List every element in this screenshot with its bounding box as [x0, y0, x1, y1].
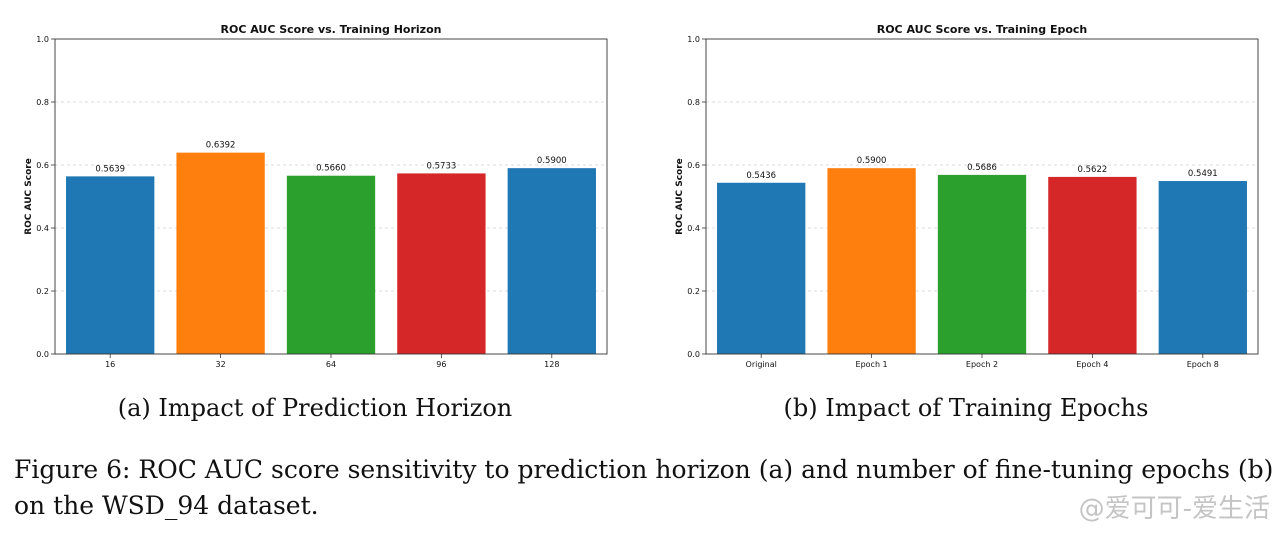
bar-value-label: 0.5733 — [427, 161, 457, 171]
bar — [717, 182, 806, 354]
y-tick-label: 0.8 — [687, 98, 700, 107]
y-axis-label: ROC AUC Score — [675, 158, 685, 235]
axes-frame — [705, 38, 1259, 355]
subcaption: (a) Impact of Prediction Horizon — [118, 394, 513, 422]
bar-value-label: 0.6392 — [206, 141, 236, 151]
x-tick-label: Epoch 2 — [966, 360, 998, 369]
y-tick-label: 0.2 — [687, 287, 700, 296]
bar — [286, 175, 376, 354]
y-axis-label: ROC AUC Score — [24, 158, 34, 235]
y-tick-label: 0.6 — [687, 161, 700, 170]
bar — [827, 168, 916, 354]
chart-1: 0.0 0.2 0.4 0.6 0.8 1.0 0.5639 16 0.6392 32 0.5660… — [24, 23, 608, 422]
bar — [1048, 176, 1137, 354]
y-tick-label: 0.4 — [687, 224, 700, 233]
y-tick-label: 0.4 — [36, 224, 49, 233]
chart-2: 0.0 0.2 0.4 0.6 0.8 1.0 0.5436 Original 0.5900 Ep… — [675, 23, 1259, 422]
x-tick-label: Epoch 4 — [1076, 360, 1108, 369]
x-tick-label: 64 — [326, 360, 336, 369]
subcaption: (b) Impact of Training Epochs — [784, 394, 1149, 422]
bar-value-label: 0.5686 — [967, 163, 997, 173]
bar-value-label: 0.5660 — [316, 164, 346, 174]
watermark: @爱可可-爱生活 — [1078, 494, 1270, 524]
bar-value-label: 0.5900 — [857, 156, 887, 166]
x-tick-label: Epoch 1 — [856, 360, 888, 369]
x-tick-label: 128 — [544, 360, 559, 369]
x-tick-label: 16 — [105, 360, 115, 369]
y-tick-label: 0.6 — [36, 161, 49, 170]
y-tick-label: 0.0 — [36, 350, 49, 359]
y-tick-label: 1.0 — [687, 35, 700, 44]
x-tick-label: Original — [746, 360, 777, 369]
figure-caption: Figure 6: ROC AUC score sensitivity to p… — [14, 455, 1274, 520]
bar — [176, 152, 265, 354]
x-tick-label: 96 — [436, 360, 446, 369]
bar — [507, 168, 596, 354]
y-tick-label: 0.2 — [36, 287, 49, 296]
bar — [397, 173, 486, 354]
y-tick-label: 0.8 — [36, 98, 49, 107]
bar-value-label: 0.5900 — [537, 156, 567, 166]
y-tick-label: 0.0 — [687, 350, 700, 359]
chart-title: ROC AUC Score vs. Training Epoch — [877, 23, 1088, 36]
chart-title: ROC AUC Score vs. Training Horizon — [221, 23, 442, 36]
x-tick-label: 32 — [216, 360, 226, 369]
bar — [937, 174, 1027, 354]
bar — [66, 176, 155, 354]
bar-value-label: 0.5622 — [1078, 165, 1108, 175]
bar-value-label: 0.5639 — [95, 164, 125, 174]
x-tick-label: Epoch 8 — [1187, 360, 1219, 369]
bar — [1158, 181, 1247, 354]
y-tick-label: 1.0 — [36, 35, 49, 44]
bar-value-label: 0.5436 — [746, 171, 776, 181]
axes-frame — [54, 38, 608, 355]
bar-value-label: 0.5491 — [1188, 169, 1218, 179]
